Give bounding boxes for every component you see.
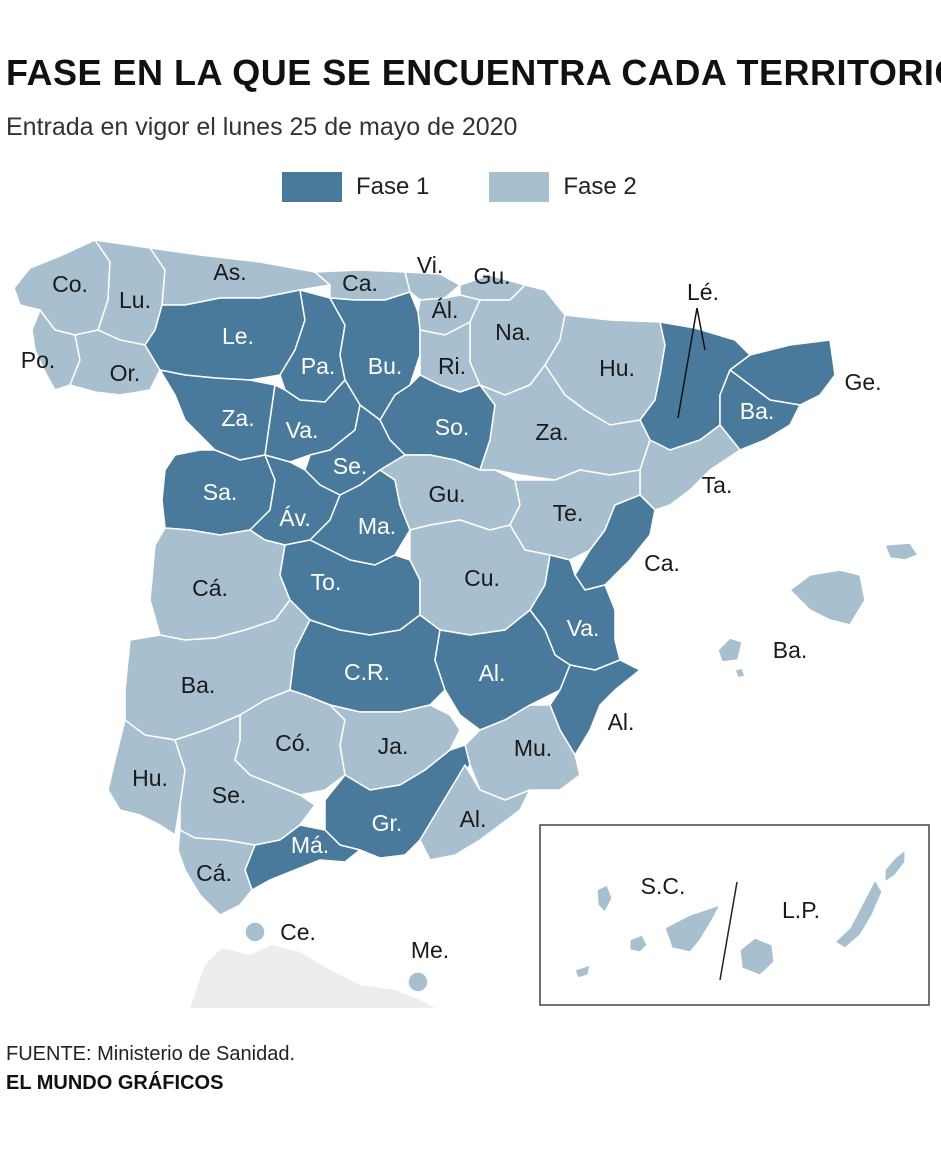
province-label-granada: Gr. bbox=[372, 810, 403, 836]
province-cadiz[interactable] bbox=[177, 829, 256, 916]
province-label-cuenca: Cu. bbox=[464, 565, 500, 591]
province-label-segovia: Se. bbox=[333, 453, 368, 479]
province-label-malaga: Má. bbox=[291, 832, 329, 858]
province-castellon[interactable] bbox=[574, 494, 656, 591]
province-baleares-ibiza[interactable] bbox=[717, 637, 743, 663]
province-baleares-mallorca[interactable] bbox=[789, 569, 866, 626]
province-zamora[interactable] bbox=[159, 369, 276, 461]
province-label-zamora: Za. bbox=[221, 405, 254, 431]
province-label-rioja: Ri. bbox=[438, 353, 466, 379]
province-label-caceres: Cá. bbox=[192, 575, 228, 601]
leader-lerida-1 bbox=[677, 307, 698, 419]
province-label-guipuzcoa: Gu. bbox=[473, 263, 510, 289]
province-label-lerida: Lé. bbox=[687, 279, 719, 305]
island-fuerteventura[interactable] bbox=[834, 878, 883, 949]
province-label-valladolid: Va. bbox=[286, 417, 319, 443]
province-label-zaragoza: Za. bbox=[535, 419, 568, 445]
legend-item-fase1: Fase 1 bbox=[282, 172, 429, 202]
canary-divider bbox=[719, 881, 738, 981]
province-label-castellon: Ca. bbox=[644, 550, 680, 576]
legend-label-fase1: Fase 1 bbox=[356, 173, 430, 200]
province-label-badajoz: Ba. bbox=[181, 672, 216, 698]
province-label-avila: Áv. bbox=[279, 505, 311, 531]
province-label-baleares: Ba. bbox=[773, 637, 808, 663]
legend-label-fase2: Fase 2 bbox=[563, 173, 637, 200]
island-el-hierro[interactable] bbox=[574, 964, 591, 979]
north-africa-coast bbox=[190, 945, 435, 1008]
province-label-jaen: Ja. bbox=[378, 733, 409, 759]
province-label-albacete: Al. bbox=[479, 660, 506, 686]
province-label-alava: Ál. bbox=[432, 297, 459, 323]
province-label-coruna: Co. bbox=[52, 271, 88, 297]
province-label-leon: Le. bbox=[222, 323, 254, 349]
province-label-huelva: Hu. bbox=[132, 765, 168, 791]
province-label-laspalmas: L.P. bbox=[782, 897, 820, 923]
province-label-almeria: Al. bbox=[460, 806, 487, 832]
province-sevilla[interactable] bbox=[174, 714, 316, 846]
province-pontevedra[interactable] bbox=[31, 309, 81, 391]
province-label-gerona: Ge. bbox=[844, 369, 881, 395]
province-label-valencia: Va. bbox=[567, 615, 600, 641]
province-label-toledo: To. bbox=[311, 569, 342, 595]
legend: Fase 1 Fase 2 bbox=[282, 172, 697, 202]
province-label-ciudadreal: C.R. bbox=[344, 659, 390, 685]
province-label-cantabria: Ca. bbox=[342, 270, 378, 296]
source-note: FUENTE: Ministerio de Sanidad. bbox=[6, 1043, 296, 1065]
province-label-cordoba: Có. bbox=[275, 730, 311, 756]
province-label-soria: So. bbox=[435, 414, 470, 440]
map-subtitle: Entrada en vigor el lunes 25 de mayo de … bbox=[6, 113, 518, 141]
province-label-palencia: Pa. bbox=[301, 353, 336, 379]
province-barcelona[interactable] bbox=[719, 369, 801, 451]
province-huelva[interactable] bbox=[107, 719, 186, 836]
province-label-pontevedra: Po. bbox=[21, 347, 56, 373]
province-alicante[interactable] bbox=[549, 659, 641, 756]
credit-note: EL MUNDO GRÁFICOS bbox=[6, 1072, 224, 1094]
province-baleares-formentera[interactable] bbox=[734, 667, 746, 679]
island-tenerife[interactable] bbox=[664, 903, 722, 953]
province-label-guadalajara: Gu. bbox=[428, 481, 465, 507]
province-label-murcia: Mu. bbox=[514, 735, 552, 761]
province-murcia[interactable] bbox=[464, 704, 581, 801]
province-label-cadiz: Cá. bbox=[196, 860, 232, 886]
leader-lerida-2 bbox=[696, 307, 706, 351]
province-label-alicante: Al. bbox=[608, 709, 635, 735]
province-baleares-menorca[interactable] bbox=[884, 542, 919, 561]
map-title: FASE EN LA QUE SE ENCUENTRA CADA TERRITO… bbox=[6, 52, 941, 93]
province-label-sevilla: Se. bbox=[212, 782, 247, 808]
province-label-orense: Or. bbox=[110, 360, 141, 386]
province-orense[interactable] bbox=[69, 329, 161, 396]
province-label-barcelona: Ba. bbox=[740, 398, 775, 424]
province-label-madrid: Ma. bbox=[358, 513, 396, 539]
island-la-gomera[interactable] bbox=[629, 934, 648, 953]
province-label-tarragona: Ta. bbox=[702, 472, 733, 498]
province-label-salamanca: Sa. bbox=[203, 479, 238, 505]
province-label-huesca: Hu. bbox=[599, 355, 635, 381]
province-label-navarra: Na. bbox=[495, 319, 531, 345]
province-label-burgos: Bu. bbox=[368, 353, 403, 379]
province-melilla[interactable] bbox=[407, 971, 429, 993]
island-gran-canaria[interactable] bbox=[739, 937, 775, 976]
legend-swatch-fase1 bbox=[282, 172, 342, 202]
province-label-asturias: As. bbox=[213, 259, 246, 285]
province-label-melilla: Me. bbox=[411, 937, 449, 963]
island-lanzarote[interactable] bbox=[884, 848, 906, 884]
province-label-ceuta: Ce. bbox=[280, 919, 316, 945]
legend-item-fase2: Fase 2 bbox=[489, 172, 637, 202]
province-ceuta[interactable] bbox=[244, 921, 266, 943]
island-la-palma[interactable] bbox=[596, 884, 613, 914]
legend-swatch-fase2 bbox=[489, 172, 550, 202]
province-label-lugo: Lu. bbox=[119, 287, 151, 313]
province-label-teruel: Te. bbox=[553, 500, 584, 526]
province-almeria[interactable] bbox=[419, 764, 531, 861]
province-label-vizcaya: Vi. bbox=[417, 252, 443, 278]
province-label-santacruz: S.C. bbox=[641, 873, 686, 899]
